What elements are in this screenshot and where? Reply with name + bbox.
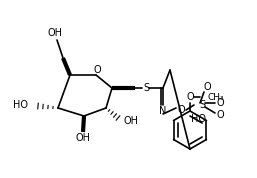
- Text: HO: HO: [13, 100, 28, 110]
- Text: OH: OH: [48, 28, 62, 38]
- Text: S: S: [143, 83, 149, 93]
- Text: OH: OH: [76, 133, 90, 143]
- Text: O: O: [216, 110, 224, 120]
- Text: CH₃: CH₃: [208, 93, 225, 101]
- Text: O: O: [93, 65, 101, 75]
- Text: O: O: [186, 92, 194, 102]
- Text: O: O: [216, 98, 224, 108]
- Text: O: O: [203, 82, 211, 92]
- Text: HO: HO: [191, 114, 207, 124]
- Text: O: O: [177, 105, 185, 115]
- Text: S: S: [199, 100, 205, 110]
- Text: OH: OH: [124, 116, 139, 126]
- Text: N: N: [159, 106, 167, 116]
